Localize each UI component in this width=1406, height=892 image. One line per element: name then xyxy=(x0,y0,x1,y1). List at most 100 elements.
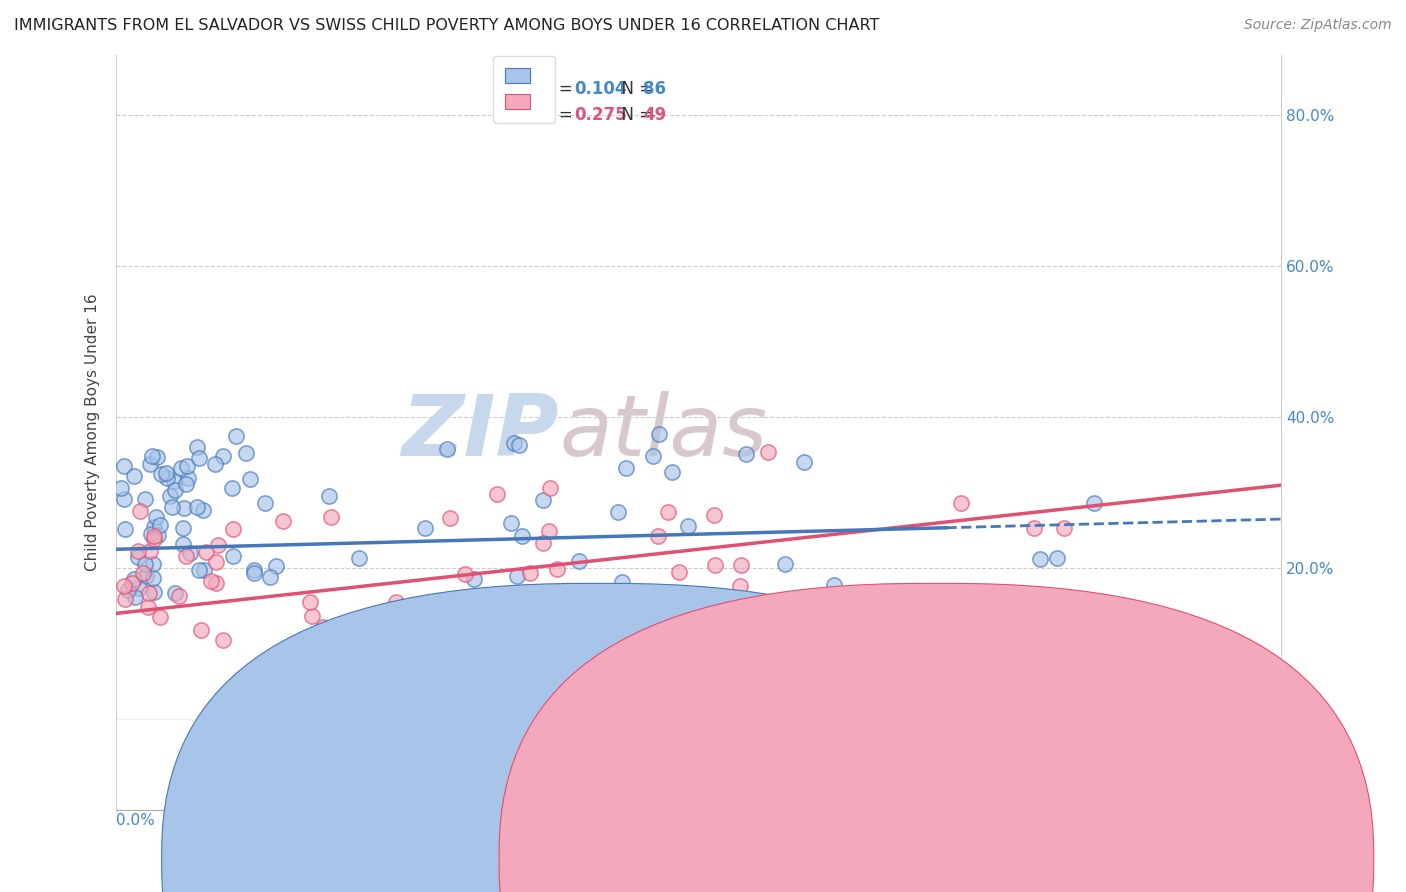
Point xyxy=(122,572,145,586)
Point xyxy=(122,468,145,483)
Point xyxy=(1024,521,1046,535)
Point xyxy=(136,600,159,615)
Point xyxy=(112,491,135,506)
Point xyxy=(235,446,257,460)
Point xyxy=(568,554,591,568)
Point xyxy=(207,538,229,552)
Point xyxy=(169,589,191,603)
Point xyxy=(186,500,208,514)
Point xyxy=(756,445,779,459)
Point xyxy=(264,558,287,573)
Point xyxy=(254,496,277,510)
Point xyxy=(187,450,209,465)
Point xyxy=(139,458,162,472)
Point xyxy=(138,586,160,600)
Point xyxy=(531,493,554,508)
Point xyxy=(510,529,533,543)
Point xyxy=(298,595,321,609)
Point xyxy=(165,483,187,497)
Point xyxy=(538,482,561,496)
Point xyxy=(243,563,266,577)
Point xyxy=(142,529,165,543)
Text: N =: N = xyxy=(612,106,659,125)
Point xyxy=(605,589,627,603)
Point xyxy=(204,576,226,591)
Point xyxy=(463,572,485,586)
Point xyxy=(614,460,637,475)
Point xyxy=(128,581,150,595)
Point xyxy=(150,467,173,482)
Text: 49: 49 xyxy=(643,106,666,125)
Point xyxy=(127,543,149,558)
Point xyxy=(676,519,699,533)
Point xyxy=(110,482,132,496)
Point xyxy=(1001,597,1024,611)
Text: Immigrants from El Salvador: Immigrants from El Salvador xyxy=(633,851,852,865)
Point xyxy=(661,465,683,479)
Point xyxy=(156,471,179,485)
Point xyxy=(537,524,560,538)
Point xyxy=(139,543,162,558)
Legend: , : , xyxy=(494,56,555,123)
Point xyxy=(159,490,181,504)
Point xyxy=(259,570,281,584)
Point xyxy=(117,582,139,597)
Point xyxy=(321,510,343,524)
Point xyxy=(179,546,201,560)
Point xyxy=(301,608,323,623)
Point xyxy=(648,426,671,441)
Point xyxy=(163,474,186,488)
Point xyxy=(146,450,169,464)
Point xyxy=(347,551,370,566)
Point xyxy=(546,561,568,575)
Point xyxy=(134,558,156,572)
Point xyxy=(415,521,437,535)
Point xyxy=(204,555,226,569)
Point xyxy=(114,522,136,536)
Point xyxy=(112,459,135,474)
Point xyxy=(155,467,177,481)
Point xyxy=(141,449,163,463)
Point xyxy=(454,566,477,581)
Point xyxy=(204,457,226,471)
Point xyxy=(385,595,408,609)
Point xyxy=(170,461,193,475)
Point xyxy=(641,449,664,463)
Text: 40.0%: 40.0% xyxy=(1233,814,1281,829)
Point xyxy=(134,491,156,506)
Point xyxy=(124,591,146,605)
Point xyxy=(193,563,215,577)
Point xyxy=(135,569,157,583)
Text: 86: 86 xyxy=(643,80,666,98)
Point xyxy=(439,510,461,524)
Point xyxy=(668,565,690,579)
Point xyxy=(271,514,294,528)
Point xyxy=(188,563,211,577)
Point xyxy=(1028,551,1050,566)
Point xyxy=(193,503,215,517)
Y-axis label: Child Poverty Among Boys Under 16: Child Poverty Among Boys Under 16 xyxy=(86,293,100,571)
Point xyxy=(243,566,266,580)
Point xyxy=(128,504,150,518)
Point xyxy=(146,528,169,542)
Point xyxy=(1046,550,1069,565)
Point xyxy=(730,558,752,572)
Point xyxy=(172,521,194,535)
Point xyxy=(132,566,155,580)
Point xyxy=(1083,496,1105,510)
Text: R =: R = xyxy=(541,80,578,98)
Point xyxy=(486,487,509,501)
Point xyxy=(186,441,208,455)
Point xyxy=(519,566,541,581)
Point xyxy=(704,558,727,572)
Point xyxy=(318,489,340,503)
Point xyxy=(773,557,796,571)
Point xyxy=(717,591,740,605)
Text: 0.275: 0.275 xyxy=(574,106,627,125)
Point xyxy=(149,518,172,533)
Point xyxy=(172,537,194,551)
Point xyxy=(121,576,143,591)
Point xyxy=(735,447,758,461)
Text: atlas: atlas xyxy=(560,391,768,474)
Point xyxy=(823,578,845,592)
